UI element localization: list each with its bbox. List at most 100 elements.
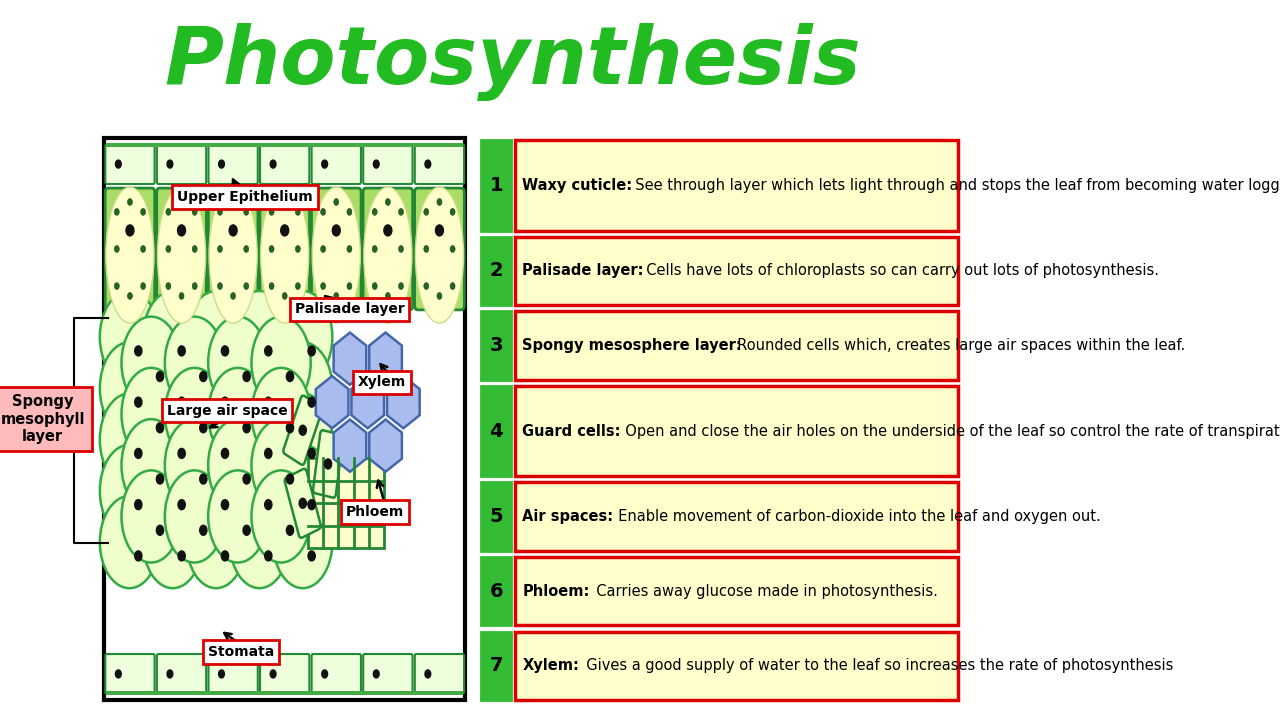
Text: Guard cells:: Guard cells: bbox=[522, 423, 621, 438]
Text: 6: 6 bbox=[489, 582, 503, 600]
Circle shape bbox=[398, 282, 403, 289]
Circle shape bbox=[192, 208, 197, 215]
Text: 3: 3 bbox=[489, 336, 503, 355]
Ellipse shape bbox=[187, 445, 246, 537]
Circle shape bbox=[219, 670, 224, 678]
Circle shape bbox=[451, 208, 456, 215]
FancyBboxPatch shape bbox=[260, 188, 310, 310]
Circle shape bbox=[451, 282, 456, 289]
Circle shape bbox=[192, 246, 197, 253]
FancyBboxPatch shape bbox=[364, 188, 412, 310]
Ellipse shape bbox=[251, 470, 311, 562]
FancyBboxPatch shape bbox=[157, 654, 206, 694]
FancyBboxPatch shape bbox=[364, 144, 412, 184]
Ellipse shape bbox=[230, 342, 289, 434]
Circle shape bbox=[114, 208, 119, 215]
Circle shape bbox=[308, 551, 315, 561]
FancyBboxPatch shape bbox=[415, 188, 465, 310]
FancyBboxPatch shape bbox=[515, 386, 959, 477]
Circle shape bbox=[282, 292, 287, 300]
Ellipse shape bbox=[100, 291, 159, 383]
Circle shape bbox=[128, 292, 132, 300]
Circle shape bbox=[179, 292, 184, 300]
Polygon shape bbox=[387, 376, 420, 428]
FancyBboxPatch shape bbox=[314, 431, 343, 498]
Circle shape bbox=[436, 199, 442, 205]
Circle shape bbox=[166, 160, 173, 168]
FancyBboxPatch shape bbox=[481, 557, 512, 626]
Circle shape bbox=[141, 208, 146, 215]
Ellipse shape bbox=[251, 317, 311, 409]
FancyBboxPatch shape bbox=[105, 144, 155, 184]
Circle shape bbox=[156, 526, 164, 535]
Circle shape bbox=[372, 208, 378, 215]
Circle shape bbox=[296, 208, 301, 215]
Circle shape bbox=[282, 199, 287, 205]
Circle shape bbox=[270, 160, 276, 168]
Circle shape bbox=[134, 449, 142, 459]
Circle shape bbox=[166, 282, 172, 289]
Circle shape bbox=[436, 292, 442, 300]
Circle shape bbox=[141, 246, 146, 253]
Circle shape bbox=[166, 670, 173, 678]
Circle shape bbox=[178, 551, 186, 561]
Circle shape bbox=[300, 426, 306, 435]
FancyBboxPatch shape bbox=[515, 237, 959, 305]
Circle shape bbox=[230, 199, 236, 205]
Ellipse shape bbox=[230, 496, 289, 588]
Circle shape bbox=[230, 292, 236, 300]
Circle shape bbox=[166, 246, 172, 253]
Circle shape bbox=[334, 199, 339, 205]
Ellipse shape bbox=[261, 187, 308, 323]
Text: 7: 7 bbox=[489, 656, 503, 675]
Polygon shape bbox=[334, 420, 366, 472]
Circle shape bbox=[269, 208, 274, 215]
Text: Phloem: Phloem bbox=[346, 505, 404, 518]
Circle shape bbox=[134, 500, 142, 510]
Circle shape bbox=[192, 282, 197, 289]
Circle shape bbox=[321, 160, 328, 168]
Circle shape bbox=[333, 225, 340, 236]
FancyBboxPatch shape bbox=[515, 482, 959, 551]
Circle shape bbox=[243, 423, 251, 433]
Circle shape bbox=[229, 225, 237, 236]
FancyBboxPatch shape bbox=[481, 631, 512, 700]
Circle shape bbox=[114, 282, 119, 289]
Circle shape bbox=[320, 208, 325, 215]
Circle shape bbox=[374, 160, 379, 168]
Circle shape bbox=[218, 246, 223, 253]
FancyBboxPatch shape bbox=[105, 188, 155, 310]
Circle shape bbox=[287, 423, 293, 433]
Ellipse shape bbox=[187, 342, 246, 434]
Circle shape bbox=[385, 199, 390, 205]
Circle shape bbox=[265, 551, 271, 561]
Ellipse shape bbox=[143, 394, 202, 486]
FancyBboxPatch shape bbox=[311, 654, 361, 694]
Circle shape bbox=[320, 246, 325, 253]
Ellipse shape bbox=[165, 317, 224, 409]
Ellipse shape bbox=[230, 394, 289, 486]
FancyBboxPatch shape bbox=[311, 144, 361, 184]
FancyBboxPatch shape bbox=[284, 469, 321, 538]
FancyBboxPatch shape bbox=[481, 140, 512, 230]
Text: Phloem:: Phloem: bbox=[522, 584, 590, 599]
Circle shape bbox=[324, 459, 332, 469]
Circle shape bbox=[243, 282, 248, 289]
Bar bbox=[106, 143, 463, 147]
Circle shape bbox=[134, 551, 142, 561]
Circle shape bbox=[243, 246, 248, 253]
Circle shape bbox=[287, 474, 293, 484]
Ellipse shape bbox=[251, 419, 311, 511]
FancyBboxPatch shape bbox=[481, 311, 512, 379]
Ellipse shape bbox=[106, 187, 154, 323]
Ellipse shape bbox=[209, 470, 268, 562]
Circle shape bbox=[221, 500, 229, 510]
Circle shape bbox=[308, 449, 315, 459]
Circle shape bbox=[451, 246, 456, 253]
Text: Photosynthesis: Photosynthesis bbox=[164, 23, 860, 101]
Text: Waxy cuticle:: Waxy cuticle: bbox=[522, 178, 632, 193]
Text: Cells have lots of chloroplasts so can carry out lots of photosynthesis.: Cells have lots of chloroplasts so can c… bbox=[637, 264, 1158, 279]
Circle shape bbox=[320, 282, 325, 289]
FancyBboxPatch shape bbox=[105, 654, 155, 694]
Text: Large air space: Large air space bbox=[166, 404, 287, 418]
